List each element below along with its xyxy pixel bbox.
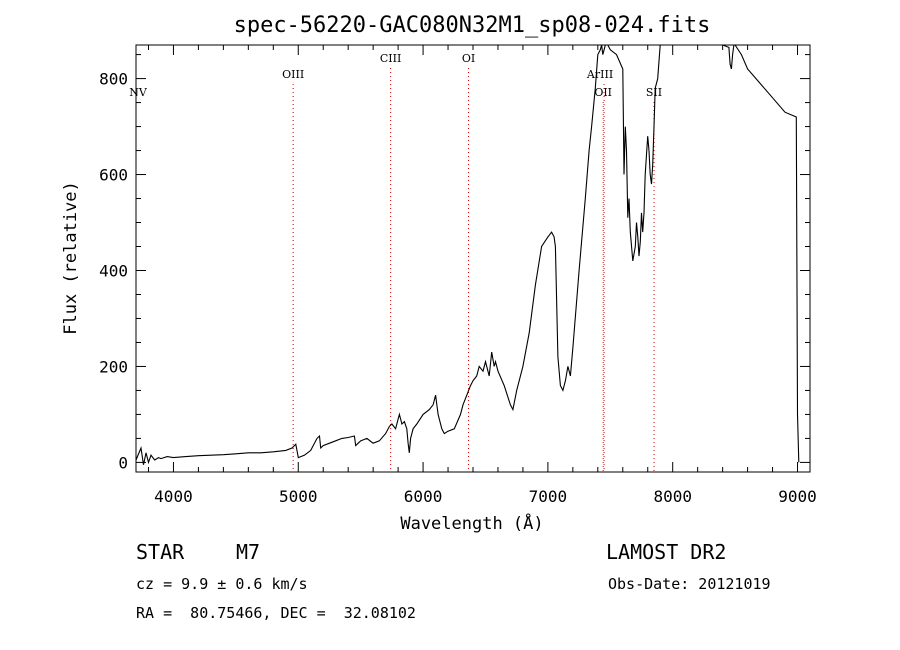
x-tick-label: 5000 <box>279 487 318 506</box>
emission-line-label: NV <box>129 86 148 99</box>
sky-coordinates: RA = 80.75466, DEC = 32.08102 <box>136 604 416 622</box>
y-axis-label: Flux (relative) <box>61 181 81 335</box>
observation-date: Obs-Date: 20121019 <box>608 575 771 593</box>
object-subclass: M7 <box>236 540 261 564</box>
y-axis: 0 200 400 600 800 <box>99 54 810 472</box>
x-tick-label: 4000 <box>154 487 193 506</box>
object-class: STAR <box>136 540 185 564</box>
chart-title: spec-56220-GAC080N32M1_sp08-024.fits <box>234 13 711 38</box>
emission-line-label: OI <box>462 52 475 65</box>
spectrum-line <box>135 44 800 465</box>
y-tick-label: 600 <box>99 166 128 185</box>
emission-line-markers: NV OIII CIII OI ArIII OII SII <box>129 52 662 472</box>
y-tick-label: 200 <box>99 357 128 376</box>
emission-line-label: ArIII <box>586 68 613 81</box>
emission-line-label: OIII <box>282 68 304 81</box>
x-tick-label: 8000 <box>653 487 692 506</box>
x-tick-label: 7000 <box>529 487 568 506</box>
survey-name: LAMOST DR2 <box>606 540 727 564</box>
x-axis-label: Wavelength (Å) <box>400 512 543 534</box>
emission-line-label: SII <box>646 86 662 99</box>
redshift-velocity: cz = 9.9 ± 0.6 km/s <box>136 575 308 593</box>
emission-line-label: OII <box>594 86 612 99</box>
y-tick-label: 0 <box>118 453 128 472</box>
y-tick-label: 800 <box>99 70 128 89</box>
y-tick-label: 400 <box>99 261 128 280</box>
x-tick-label: 9000 <box>778 487 817 506</box>
x-axis: 4000 5000 6000 7000 8000 9000 <box>147 45 817 506</box>
x-tick-label: 6000 <box>404 487 443 506</box>
plot-frame <box>135 44 811 473</box>
emission-line-label: CIII <box>380 52 401 65</box>
